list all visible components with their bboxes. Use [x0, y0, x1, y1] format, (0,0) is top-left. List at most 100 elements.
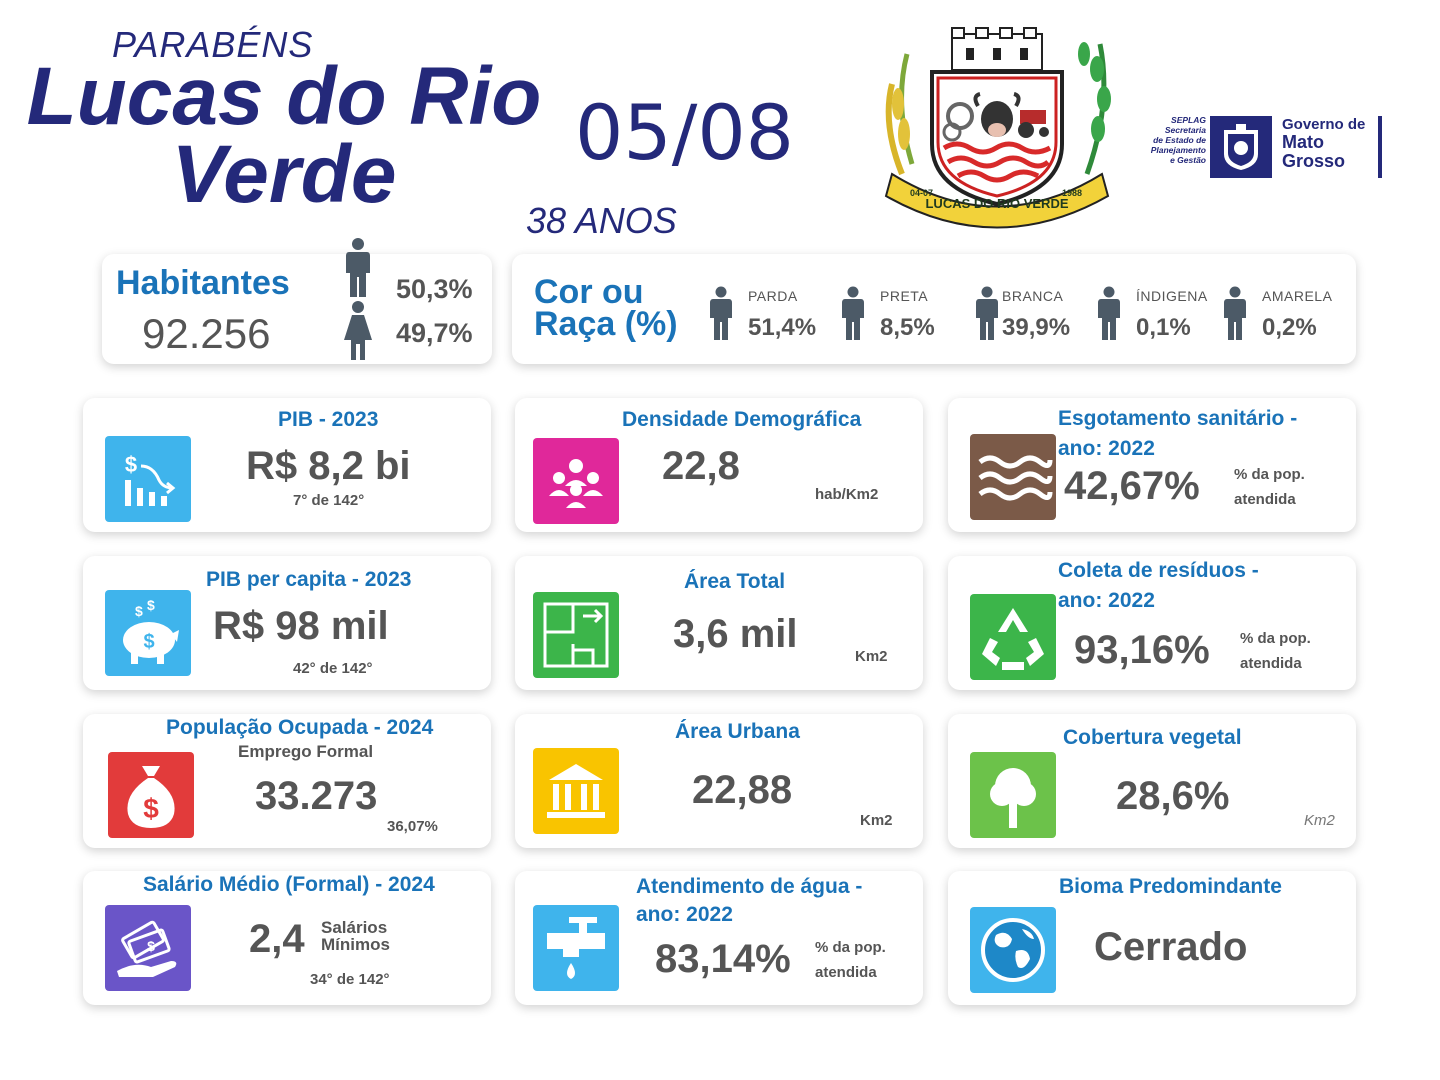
female-percentage: 49,7%: [396, 318, 473, 348]
person-icon: [974, 286, 1000, 342]
state-seal-icon: [1210, 116, 1272, 178]
svg-text:$: $: [147, 938, 155, 954]
card-rank: 42° de 142°: [293, 660, 373, 677]
svg-text:$: $: [125, 452, 137, 477]
card-title: Salário Médio (Formal) - 2024: [143, 873, 435, 896]
person-icon: [1222, 286, 1248, 342]
population-value: 92.256: [142, 310, 271, 357]
card-title: Área Urbana: [675, 720, 800, 743]
city-name-line1: Lucas do Rio: [26, 51, 542, 142]
card-employed: População Ocupada - 2024 Emprego Formal …: [83, 714, 491, 848]
card-percentage: 36,07%: [387, 818, 438, 835]
card-sewage: Esgotamento sanitário - ano: 2022 42,67%…: [948, 398, 1356, 532]
person-icon: [708, 286, 734, 342]
card-pib-per-capita: PIB per capita - 2023 $ $ $ R$ 98 mil 42…: [83, 556, 491, 690]
logo-divider: [1378, 116, 1382, 178]
card-value: 3,6 mil: [673, 612, 798, 656]
card-value: R$ 98 mil: [213, 604, 389, 648]
person-icon: [1096, 286, 1122, 342]
svg-text:$: $: [143, 793, 159, 824]
race-label: ÍNDIGENA: [1136, 288, 1208, 304]
population-title: Habitantes: [116, 264, 290, 302]
person-icon: [840, 286, 866, 342]
race-value: 8,5%: [880, 314, 935, 341]
race-label: PARDA: [748, 288, 798, 304]
card-value: 33.273: [255, 774, 378, 818]
card-unit: Km2: [855, 648, 888, 665]
chart-dollar-icon: $: [105, 436, 191, 522]
card-value: R$ 8,2 bi: [246, 444, 411, 488]
tree-icon: [970, 752, 1056, 838]
recycle-icon: [970, 594, 1056, 680]
card-value: 42,67%: [1064, 464, 1200, 508]
crest-ribbon-text: LUCAS DO RIO VERDE: [925, 196, 1068, 211]
congrats-heading: PARABÉNS: [112, 24, 314, 65]
card-title: Cobertura vegetal: [1063, 726, 1242, 749]
floor-plan-icon: [533, 592, 619, 678]
card-title: PIB - 2023: [278, 408, 379, 431]
svg-text:$: $: [135, 603, 143, 619]
card-unit: Km2: [1304, 812, 1335, 829]
card-value: 22,8: [662, 444, 740, 488]
card-title: Esgotamento sanitário - ano: 2022: [1058, 407, 1298, 460]
svg-text:$: $: [147, 597, 155, 613]
piggy-bank-icon: $ $ $: [105, 590, 191, 676]
waves-icon: [970, 434, 1056, 520]
card-value: 28,6%: [1116, 774, 1230, 818]
race-value: 0,2%: [1262, 314, 1317, 341]
city-crest-logo: LUCAS DO RIO VERDE 04-07 1988: [872, 24, 1122, 232]
card-unit: Km2: [860, 812, 893, 829]
cash-hand-icon: $: [105, 905, 191, 991]
race-label: PRETA: [880, 288, 929, 304]
card-unit: % da pop. atendida: [815, 939, 886, 981]
card-rank: 34° de 142°: [310, 971, 390, 988]
government-logo: SEPLAG Secretaria de Estado de Planejame…: [1140, 112, 1390, 182]
card-value: 83,14%: [655, 937, 791, 981]
race-label: BRANCA: [1002, 288, 1064, 304]
anniversary-years: 38 ANOS: [526, 200, 677, 241]
card-salary: Salário Médio (Formal) - 2024 $ 2,4 Salá…: [83, 871, 491, 1005]
card-unit: hab/Km2: [815, 486, 879, 503]
card-value: 93,16%: [1074, 628, 1210, 672]
card-value: 22,88: [692, 768, 793, 812]
bank-building-icon: [533, 748, 619, 834]
population-panel: [102, 254, 492, 364]
race-label: AMARELA: [1262, 288, 1333, 304]
male-percentage: 50,3%: [396, 274, 473, 304]
card-pib: PIB - 2023 $ R$ 8,2 bi 7° de 142°: [83, 398, 491, 532]
card-area-urban: Área Urbana 22,88 Km2: [515, 714, 923, 848]
card-unit: % da pop. atendida: [1234, 466, 1305, 508]
card-title: Densidade Demográfica: [622, 408, 862, 431]
card-value: 2,4: [249, 917, 305, 961]
card-water: Atendimento de água - ano: 2022 83,14% %…: [515, 871, 923, 1005]
water-tap-icon: [533, 905, 619, 991]
people-group-icon: [533, 438, 619, 524]
card-title: Coleta de resíduos - ano: 2022: [1058, 559, 1259, 612]
card-value: Cerrado: [1094, 925, 1248, 969]
city-name-line2: Verde: [171, 129, 397, 220]
race-value: 51,4%: [748, 314, 817, 341]
male-icon: [343, 237, 373, 299]
race-panel: [512, 254, 1356, 364]
card-subtitle: Emprego Formal: [238, 742, 374, 761]
female-icon: [343, 300, 373, 362]
card-density: Densidade Demográfica 22,8 hab/Km2: [515, 398, 923, 532]
card-waste: Coleta de resíduos - ano: 2022 93,16% % …: [948, 556, 1356, 690]
crest-left-date: 04-07: [910, 188, 933, 198]
card-vegetation: Cobertura vegetal 28,6% Km2: [948, 714, 1356, 848]
anniversary-date: 05/08: [575, 88, 795, 177]
card-title: População Ocupada - 2024: [166, 716, 434, 739]
government-name: Governo de Mato Grosso: [1282, 116, 1366, 171]
card-title: PIB per capita - 2023: [206, 568, 412, 591]
seplag-text: SEPLAG Secretaria de Estado de Planejame…: [1150, 115, 1206, 165]
card-biome: Bioma Predomindante Cerrado: [948, 871, 1356, 1005]
crest-right-year: 1988: [1062, 188, 1082, 198]
card-unit: % da pop. atendida: [1240, 630, 1311, 672]
globe-icon: [970, 907, 1056, 993]
svg-text:$: $: [143, 631, 154, 653]
race-value: 39,9%: [1002, 314, 1071, 341]
race-title: Cor ou Raça (%): [534, 273, 678, 343]
card-unit: Salários Mínimos: [321, 918, 390, 954]
card-title: Atendimento de água - ano: 2022: [636, 875, 863, 926]
race-value: 0,1%: [1136, 314, 1191, 341]
